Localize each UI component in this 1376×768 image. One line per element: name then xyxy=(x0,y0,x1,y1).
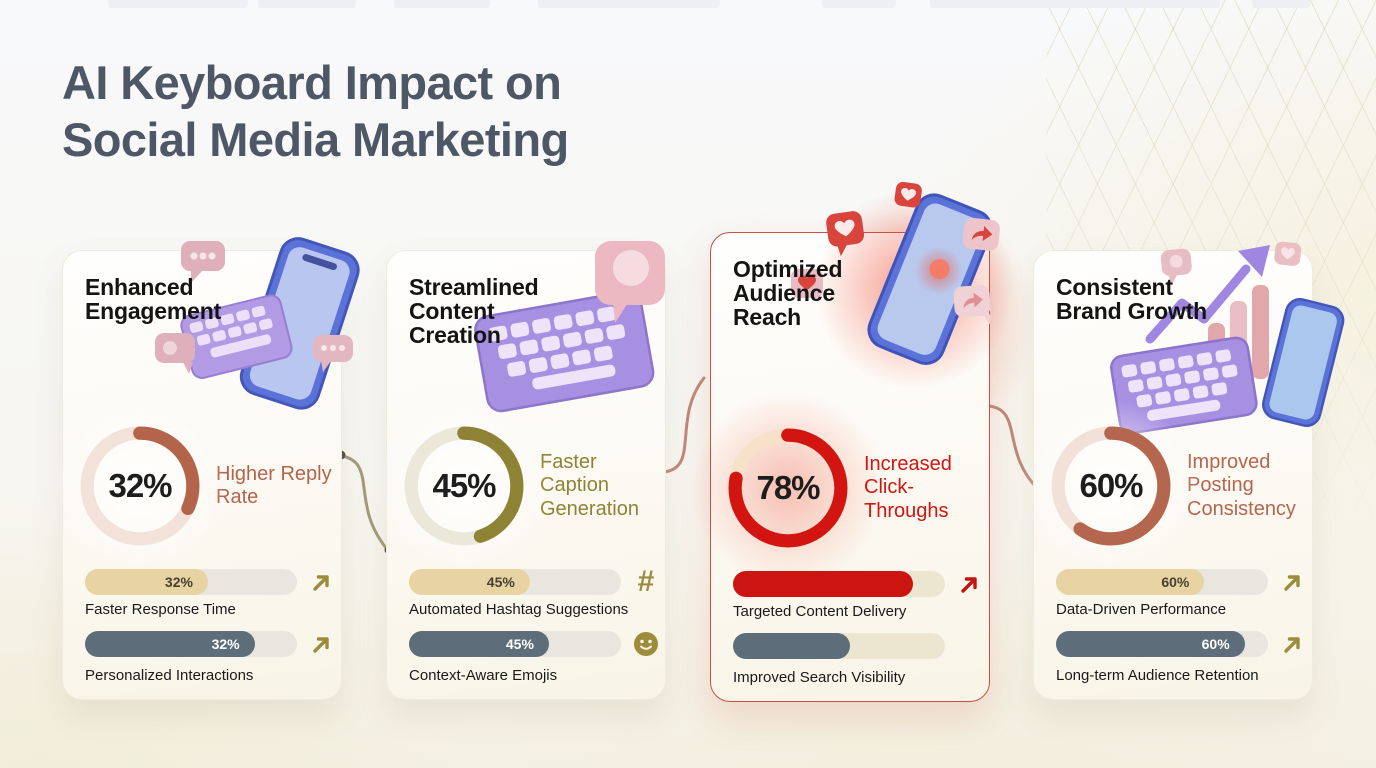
arrow-up-right-icon xyxy=(1277,629,1309,659)
bar-label: Faster Response Time xyxy=(85,601,236,618)
progress-fill: 32% xyxy=(85,631,255,657)
donut-value: 60% xyxy=(1079,467,1143,504)
progress-value: 60% xyxy=(1201,636,1230,652)
card-optimized-audience-reach: Optimized Audience Reach xyxy=(691,181,1015,702)
bar-label: Targeted Content Delivery xyxy=(733,603,907,620)
donut-label: Improved Posting Consistency xyxy=(1187,451,1296,520)
progress-fill: 45% xyxy=(409,569,530,595)
progress-bar: 45% xyxy=(409,569,621,595)
progress-fill: 60% xyxy=(1056,631,1245,657)
donut-chart: 45% xyxy=(377,399,551,573)
donut-label: Increased Click-Throughs xyxy=(864,453,952,522)
donut-arc xyxy=(728,428,848,548)
growth-chart-keyboard-illustration xyxy=(1110,241,1345,435)
donut-label: Higher Reply Rate xyxy=(216,462,332,508)
bar-label: Automated Hashtag Suggestions xyxy=(409,601,629,618)
donut-chart: 60% xyxy=(1024,399,1198,573)
chat-bubble-icon xyxy=(155,333,195,374)
bar-label: Improved Search Visibility xyxy=(733,669,906,686)
donut-chart: 32% xyxy=(53,399,227,573)
progress-bar xyxy=(733,633,945,659)
progress-fill xyxy=(733,633,850,659)
arrow-up-right-icon xyxy=(1277,567,1309,597)
card-enhanced-engagement: Enhanced Engagement xyxy=(53,237,360,700)
smiley-icon xyxy=(630,629,662,659)
top-edge-strip xyxy=(394,0,490,8)
card-streamlined-content-creation: Streamlined Content Creation xyxy=(377,241,666,700)
progress-fill: 60% xyxy=(1056,569,1205,595)
bar-label: Personalized Interactions xyxy=(85,667,254,684)
arrow-up-right-icon xyxy=(306,567,338,597)
arrow-up-right-icon xyxy=(306,629,338,659)
top-edge-strip xyxy=(822,0,896,8)
page-title-line-2: Social Media Marketing xyxy=(62,113,569,167)
speech-bubble-icon xyxy=(595,241,665,323)
donut-value: 78% xyxy=(756,469,820,506)
progress-bar: 45% xyxy=(409,631,621,657)
donut-label: Faster Caption Generation xyxy=(540,451,639,520)
progress-bar: 32% xyxy=(85,631,297,657)
top-edge-strip xyxy=(930,0,1220,8)
phone-keyboard-chat-illustration xyxy=(155,235,360,425)
bar-label: Context-Aware Emojis xyxy=(409,667,558,684)
progress-value: 32% xyxy=(164,574,193,590)
progress-value: 60% xyxy=(1161,574,1190,590)
connector-line-2 xyxy=(662,376,706,474)
card-title: Consistent Brand Growth xyxy=(1056,274,1207,325)
progress-bar: 60% xyxy=(1056,631,1268,657)
connector-line-1 xyxy=(340,454,389,551)
donut-chart: 78% xyxy=(691,391,885,585)
page-title-line-1: AI Keyboard Impact on xyxy=(62,56,562,109)
top-edge-strip xyxy=(538,0,720,8)
top-edge-strip xyxy=(1252,0,1310,8)
progress-bar: 32% xyxy=(85,569,297,595)
progress-fill: 45% xyxy=(409,631,549,657)
progress-fill xyxy=(733,571,914,597)
progress-fill: 32% xyxy=(85,569,208,595)
card-title: Enhanced Engagement xyxy=(85,274,222,325)
card-title: Optimized Audience Reach xyxy=(733,256,843,331)
hashtag-icon: # xyxy=(637,565,655,598)
share-badge-icon xyxy=(953,285,992,325)
card-consistent-brand-growth: Consistent Brand Growth xyxy=(1024,241,1345,700)
donut-arc xyxy=(80,426,200,546)
card-title: Streamlined Content Creation xyxy=(409,274,539,349)
donut-arc xyxy=(404,426,524,546)
donut-value: 45% xyxy=(432,467,496,504)
progress-value: 32% xyxy=(211,636,240,652)
arrow-up-right-icon xyxy=(954,569,986,599)
bar-label: Long-term Audience Retention xyxy=(1056,667,1259,684)
progress-bar xyxy=(733,571,945,597)
top-edge-strip xyxy=(108,0,248,8)
progress-value: 45% xyxy=(505,636,534,652)
top-edge-strip xyxy=(258,0,356,8)
donut-value: 32% xyxy=(108,467,172,504)
progress-bar: 60% xyxy=(1056,569,1268,595)
bar-label: Data-Driven Performance xyxy=(1056,601,1227,618)
page-title: AI Keyboard Impact on Social Media Marke… xyxy=(62,54,569,169)
progress-value: 45% xyxy=(486,574,515,590)
